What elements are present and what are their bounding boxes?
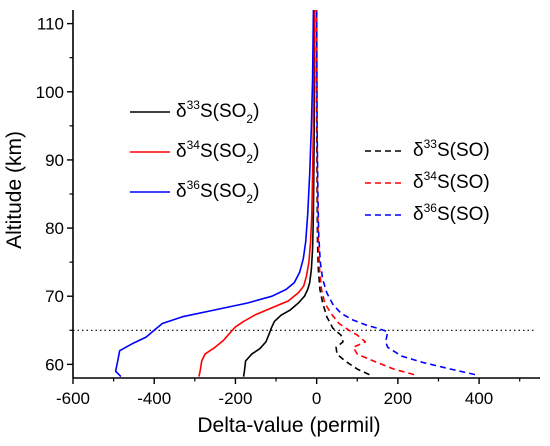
legend-label-d33so: δ33S(SO)	[413, 137, 490, 161]
x-tick-label: -200	[218, 389, 252, 408]
x-tick-label: 0	[312, 389, 321, 408]
axes-layer	[72, 10, 540, 379]
legend-label-d34so: δ34S(SO)	[413, 169, 490, 193]
legend-label-d33so2: δ33S(SO2)	[176, 98, 259, 126]
legend-label-d36so2: δ36S(SO2)	[176, 178, 259, 206]
series-line-d36so	[315, 10, 476, 376]
y-axis-label: Altitude (km)	[3, 131, 26, 249]
y-tick-label: 100	[36, 83, 64, 102]
series-line-d33so	[315, 10, 370, 376]
legend-layer: δ33S(SO2) δ34S(SO2) δ36S(SO2) δ33S(SO) δ34S(…	[130, 98, 490, 225]
series-line-d36so2	[114, 10, 315, 378]
series-line-d34so2	[198, 10, 315, 377]
series-line-d34so	[315, 10, 415, 376]
legend-label-d36so: δ36S(SO)	[413, 201, 490, 225]
x-axis-label: Delta-value (permil)	[197, 414, 380, 437]
y-tick-label: 90	[45, 151, 64, 170]
ticks-layer: -600 -400 -200 0 200 400 60 70 80 90 100 110	[36, 15, 521, 408]
series-layer	[114, 10, 476, 378]
series-line-d33so2	[242, 10, 316, 377]
y-tick-label: 110	[37, 15, 64, 34]
x-tick-label: -400	[137, 389, 171, 408]
y-tick-label: 80	[45, 219, 64, 238]
y-tick-label: 60	[45, 355, 64, 374]
x-tick-label: 200	[384, 389, 412, 408]
x-tick-label: 400	[465, 389, 493, 408]
x-tick-label: -600	[56, 389, 90, 408]
legend-label-d34so2: δ34S(SO2)	[176, 138, 259, 166]
y-tick-label: 70	[45, 287, 64, 306]
